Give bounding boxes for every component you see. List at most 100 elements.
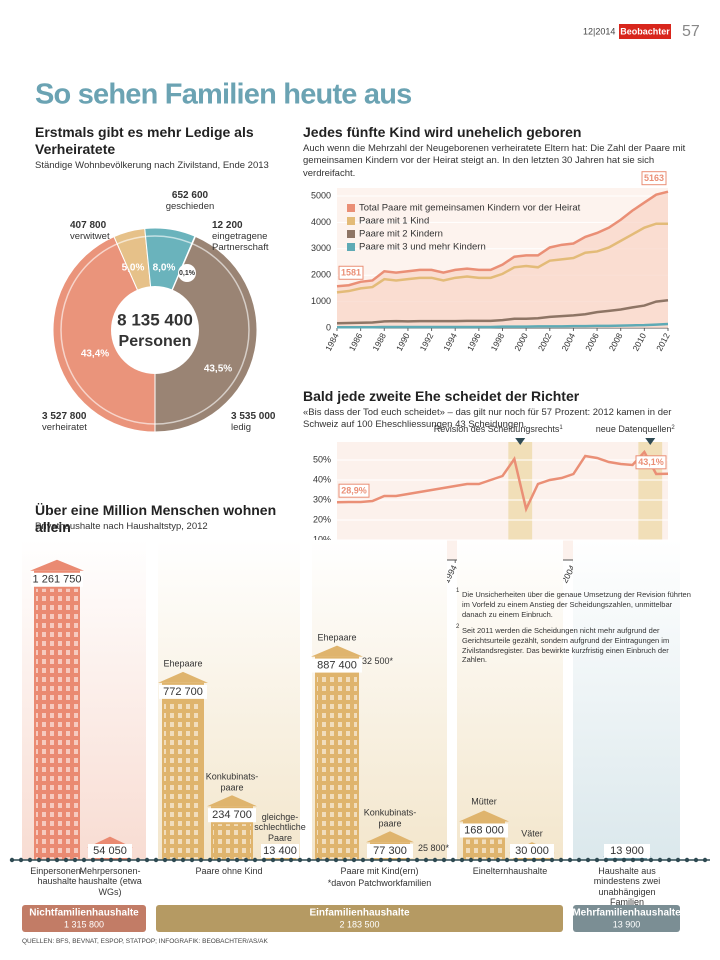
bar — [264, 856, 296, 860]
x-tick-label: 2000 — [512, 331, 530, 353]
category-label: Haushalte aus mindestens zwei unabhängig… — [593, 866, 661, 908]
pie-slice — [52, 235, 156, 433]
chart-title: Bald jede zweite Ehe scheidet der Richte… — [303, 388, 580, 404]
group-label: Paare ohne Kind — [195, 866, 263, 876]
value-label: 30 000 — [515, 845, 549, 857]
value-label: 5163 — [644, 173, 664, 183]
bar-windows — [317, 674, 357, 860]
y-tick-label: 1000 — [311, 296, 331, 306]
group-bg — [457, 540, 563, 860]
pie-total-unit: Personen — [119, 333, 192, 350]
x-tick-label: 1984 — [323, 331, 341, 353]
x-tick-label: 2002 — [536, 331, 554, 353]
category-label: Väter — [521, 828, 543, 839]
legend-label: Total Paare mit gemeinsamen Kindern vor … — [359, 203, 581, 214]
category-label: Mütter — [471, 797, 497, 808]
y-tick-label: 2000 — [311, 270, 331, 280]
category-label: gleichge-schlechtliche Paare — [254, 811, 306, 843]
annotation-note: 2 — [671, 425, 675, 431]
value-label: 1581 — [341, 268, 361, 278]
value-label-box — [261, 844, 299, 858]
chart-subtitle: Ständige Wohnbevölkerung nach Zivilstand… — [35, 160, 269, 171]
annotation: Revision des Scheidungsrechts1 — [434, 424, 564, 434]
source: QUELLEN: BFS, BEVNAT, ESPOP, STATPOP; IN… — [22, 938, 268, 945]
x-tick-label: 2010 — [630, 331, 648, 353]
value-label-box — [338, 483, 370, 498]
y-tick-label: 0 — [326, 322, 331, 332]
footnote-mark: 2 — [456, 624, 460, 630]
patchwork-label: 32 500* — [362, 656, 394, 666]
roof — [158, 671, 208, 683]
value-label-box — [208, 808, 256, 823]
pie-value-label: 0,1% — [179, 270, 196, 277]
footnote: Seit 2011 werden die Scheidungen nicht m… — [462, 626, 670, 665]
x-tick-label: 1994 — [441, 331, 459, 353]
x-tick-label: 2004 — [559, 331, 577, 353]
value-label-box — [460, 823, 508, 838]
value-label-box — [510, 844, 554, 858]
y-tick-label: 10% — [313, 534, 331, 544]
pie-category: ledig — [231, 422, 252, 433]
pie-category: verheiratet — [42, 422, 87, 433]
legend-label: Paare mit 2 Kindern — [359, 229, 443, 240]
legend-swatch — [347, 230, 355, 238]
value-label: 13 400 — [263, 845, 297, 857]
issue: 12|2014 — [583, 26, 615, 36]
y-tick-label: 20% — [313, 514, 331, 524]
chart-title: Erstmals gibt es mehr Ledige als Verheir… — [35, 124, 254, 157]
page-number: 57 — [682, 23, 700, 40]
x-tick-label: 1996 — [465, 331, 483, 353]
y-tick-label: 50% — [313, 454, 331, 464]
bar — [607, 856, 647, 860]
total-label: 2 183 500 — [339, 919, 379, 929]
pie-count: 652 600 — [171, 190, 209, 201]
y-tick-label: 3000 — [311, 243, 331, 253]
pie-category: geschieden — [165, 201, 215, 212]
pie-ring — [60, 235, 250, 425]
roof — [207, 795, 257, 807]
line — [336, 222, 668, 294]
total-box — [156, 905, 563, 932]
group-label: Einelternhaushalte — [472, 866, 548, 876]
category-label: Mehrpersonen-haushalte (etwa WGs) — [78, 866, 142, 897]
pie-value-label: 8,0% — [153, 263, 176, 274]
value-label-box — [31, 572, 83, 587]
legend-label: Paare mit 3 und mehr Kindern — [359, 242, 486, 253]
x-tick-label: 1986 — [347, 331, 365, 353]
roof — [459, 810, 509, 822]
x-tick-label: 2008 — [607, 331, 625, 353]
group-note: *davon Patchworkfamilien — [327, 878, 432, 888]
bar-windows — [36, 588, 78, 860]
pie-label-bg — [178, 264, 196, 282]
category-label: Konkubinats-paare — [363, 807, 417, 828]
chart-subtitle: Privathaushalte nach Haushaltstyp, 2012 — [35, 521, 208, 532]
value-label-box — [88, 844, 132, 858]
annotation-marker — [515, 438, 526, 445]
pie-slice — [154, 235, 258, 433]
line — [336, 299, 669, 325]
value-label: 28,9% — [341, 486, 367, 496]
x-tick-label: 1998 — [489, 331, 507, 353]
y-tick-label: 40% — [313, 474, 331, 484]
category-label: Ehepaare — [163, 658, 203, 669]
total-label: 1 315 800 — [64, 919, 104, 929]
pie-count: 12 200 — [212, 220, 243, 231]
value-label-box — [159, 684, 207, 699]
x-tick-label: 1990 — [394, 331, 412, 353]
value-label-box — [635, 455, 667, 470]
bar-windows — [164, 700, 202, 860]
pie-value-label: 5,0% — [122, 263, 145, 274]
value-label: 887 400 — [317, 659, 357, 671]
x-tick-label: 1988 — [370, 331, 388, 353]
y-tick-label: 30% — [313, 494, 331, 504]
page-title: So sehen Familien heute aus — [35, 79, 411, 111]
pie-total: 8 135 400 — [117, 310, 193, 329]
group-label: Paare mit Kind(ern) — [340, 866, 419, 876]
category-label: Konkubinats-paare — [205, 771, 259, 792]
total-name: Mehrfamilienhaushalte — [572, 908, 681, 919]
value-label-box — [604, 844, 650, 858]
bar-windows — [213, 824, 251, 860]
legend-label: Paare mit 1 Kind — [359, 216, 429, 227]
pie-center — [111, 286, 199, 374]
